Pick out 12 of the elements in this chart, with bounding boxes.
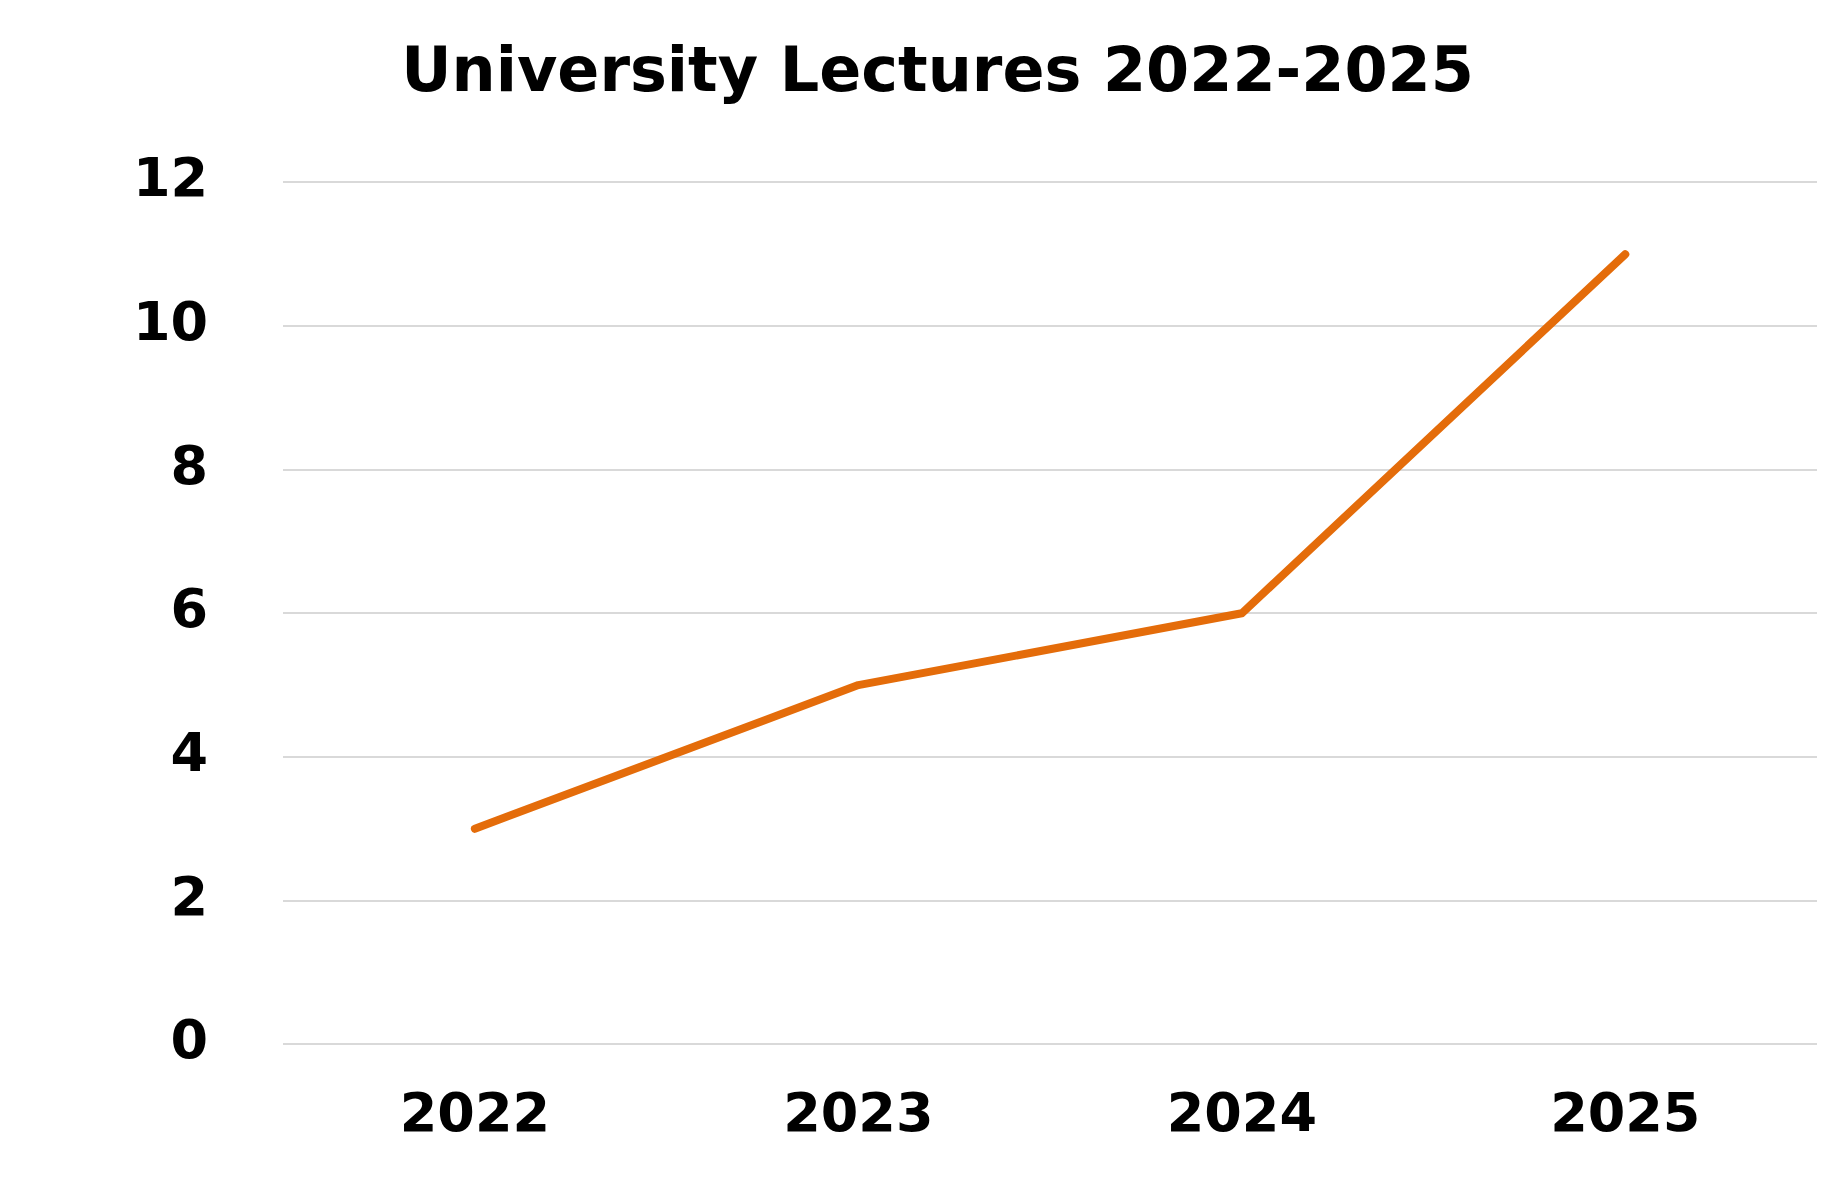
y-tick-label: 8	[170, 433, 209, 497]
y-tick-label: 4	[170, 720, 209, 784]
x-tick-label: 2023	[783, 1080, 934, 1144]
chart-title: University Lectures 2022-2025	[401, 33, 1474, 107]
x-tick-label: 2024	[1166, 1080, 1317, 1144]
y-tick-label: 0	[170, 1008, 209, 1072]
x-tick-label: 2022	[399, 1080, 551, 1144]
y-tick-label: 2	[170, 864, 209, 928]
y-tick-label: 6	[170, 577, 209, 641]
x-tick-label: 2025	[1550, 1080, 1701, 1144]
y-tick-label: 12	[132, 146, 209, 210]
y-tick-label: 10	[132, 290, 209, 354]
